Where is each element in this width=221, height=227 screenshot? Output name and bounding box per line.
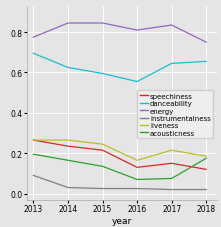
Line: liveness: liveness bbox=[33, 141, 206, 160]
acousticness bbox=[101, 165, 104, 168]
acousticness bbox=[136, 178, 138, 181]
Line: energy: energy bbox=[33, 24, 206, 43]
energy bbox=[170, 25, 173, 27]
danceability bbox=[101, 73, 104, 76]
acousticness bbox=[32, 153, 35, 156]
liveness bbox=[32, 139, 35, 142]
instrumentalness bbox=[32, 174, 35, 177]
danceability bbox=[67, 67, 69, 69]
instrumentalness bbox=[170, 188, 173, 191]
acousticness bbox=[67, 159, 69, 162]
instrumentalness bbox=[136, 187, 138, 190]
liveness bbox=[170, 149, 173, 152]
acousticness bbox=[170, 177, 173, 180]
liveness bbox=[101, 143, 104, 146]
speechiness bbox=[101, 149, 104, 152]
Line: danceability: danceability bbox=[33, 54, 206, 82]
instrumentalness bbox=[67, 186, 69, 189]
speechiness bbox=[205, 168, 208, 171]
liveness bbox=[205, 155, 208, 158]
speechiness bbox=[136, 166, 138, 169]
liveness bbox=[67, 139, 69, 142]
danceability bbox=[205, 61, 208, 63]
Line: acousticness: acousticness bbox=[33, 155, 206, 180]
Line: speechiness: speechiness bbox=[33, 141, 206, 170]
danceability bbox=[170, 63, 173, 65]
danceability bbox=[32, 53, 35, 55]
energy bbox=[32, 37, 35, 39]
liveness bbox=[136, 159, 138, 162]
energy bbox=[205, 42, 208, 44]
speechiness bbox=[67, 145, 69, 148]
energy bbox=[136, 30, 138, 32]
X-axis label: year: year bbox=[111, 216, 132, 225]
Line: instrumentalness: instrumentalness bbox=[33, 176, 206, 190]
Legend: speechiness, danceability, energy, instrumentalness, liveness, acousticness: speechiness, danceability, energy, instr… bbox=[137, 91, 213, 139]
speechiness bbox=[170, 162, 173, 165]
energy bbox=[67, 22, 69, 25]
instrumentalness bbox=[101, 187, 104, 190]
instrumentalness bbox=[205, 188, 208, 191]
danceability bbox=[136, 81, 138, 84]
energy bbox=[101, 22, 104, 25]
acousticness bbox=[205, 157, 208, 160]
speechiness bbox=[32, 139, 35, 142]
